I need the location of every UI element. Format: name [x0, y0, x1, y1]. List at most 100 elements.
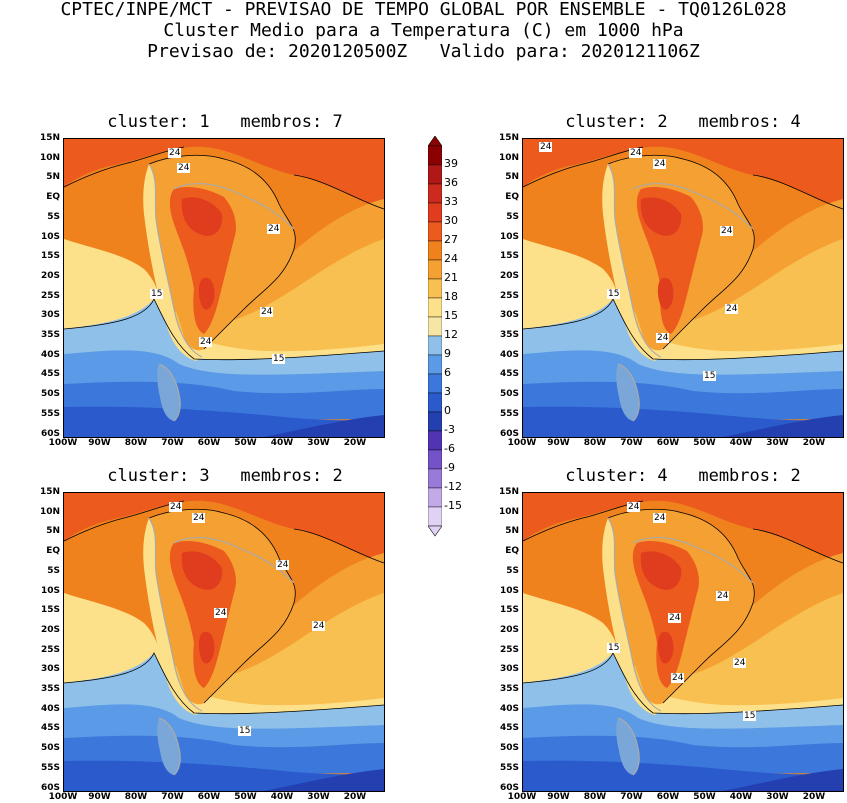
lat-tick-label: 10S	[499, 231, 519, 242]
lat-tick-label: 55S	[40, 762, 60, 773]
lat-tick-label: 30S	[40, 664, 60, 675]
patagonia	[616, 364, 640, 421]
contour-label: 15	[607, 289, 621, 299]
figure-title: CPTEC/INPE/MCT - PREVISAO DE TEMPO GLOBA…	[60, 0, 787, 20]
andes-cool	[602, 164, 661, 361]
colorbar-label: 30	[444, 214, 458, 227]
field-27-30	[523, 139, 843, 209]
lon-tick-label: 50W	[693, 792, 716, 802]
lon-tick-label: 70W	[161, 438, 184, 448]
colorbar-segment	[427, 145, 443, 166]
lon-tick-label: 80W	[583, 792, 607, 802]
field-0-3	[264, 769, 384, 791]
lat-tick-label: EQ	[46, 546, 60, 557]
lon-tick-label: 80W	[124, 438, 148, 448]
figure-subtitle: Cluster Medio para a Temperatura (C) em …	[163, 20, 684, 41]
contour-label: 24	[276, 560, 290, 570]
field-0-3	[723, 415, 843, 437]
lon-tick-label: 80W	[583, 438, 607, 448]
colorbar-segment	[427, 449, 443, 470]
colorbar-segment	[427, 468, 443, 489]
colorbar-label: 18	[444, 290, 458, 303]
lon-tick-label: 60W	[656, 792, 680, 802]
lat-tick-label: 50S	[40, 743, 60, 754]
contour-label: 24	[312, 621, 326, 631]
colorbar-segment	[427, 354, 443, 375]
lat-tick-label: 5N	[46, 172, 60, 183]
lon-tick-label: 30W	[307, 792, 330, 802]
colorbar-label: 3	[444, 385, 451, 398]
contour-label: 24	[668, 613, 682, 623]
lon-tick-label: 100W	[507, 438, 537, 448]
contour-label: 24	[671, 673, 685, 683]
andes-cool	[143, 164, 202, 361]
colorbar-segment	[427, 297, 443, 318]
land-30-33	[181, 551, 223, 590]
andes-cool	[602, 518, 661, 715]
lon-tick-label: 30W	[766, 792, 789, 802]
colorbar-segment	[427, 240, 443, 261]
lon-tick-label: 70W	[620, 792, 643, 802]
lon-tick-label: 70W	[620, 438, 643, 448]
colorbar	[427, 135, 443, 580]
contour-label: 15	[238, 726, 252, 736]
panel-title-1: cluster: 1 membros: 7	[107, 112, 343, 132]
field-27-30	[523, 493, 843, 563]
land-30-33b	[198, 277, 215, 310]
lon-tick-label: 50W	[693, 438, 716, 448]
colorbar-label: 12	[444, 328, 458, 341]
colorbar-segment	[427, 316, 443, 337]
lat-tick-label: 5N	[505, 172, 519, 183]
lat-tick-label: 45S	[40, 369, 60, 380]
contour-line-0	[523, 298, 843, 361]
lon-tick-label: 100W	[507, 792, 537, 802]
lon-tick-label: 40W	[729, 438, 753, 448]
contour-label: 24	[725, 304, 739, 314]
lon-tick-label: 60W	[656, 438, 680, 448]
lon-tick-label: 40W	[270, 438, 294, 448]
lat-tick-label: 30S	[499, 310, 519, 321]
lon-tick-label: 60W	[197, 792, 221, 802]
lon-tick-label: 70W	[161, 792, 184, 802]
lat-tick-label: 10S	[499, 585, 519, 596]
lat-tick-label: 25S	[40, 290, 60, 301]
lat-tick-label: 15S	[40, 605, 60, 616]
lat-tick-label: EQ	[505, 192, 519, 203]
contour-label: 24	[177, 163, 191, 173]
lat-tick-label: 15N	[498, 133, 519, 143]
colorbar-label: -6	[444, 442, 455, 455]
lat-tick-label: EQ	[46, 192, 60, 203]
lat-tick-label: 50S	[40, 389, 60, 400]
land-30-33	[181, 197, 223, 236]
colorbar-segment	[427, 202, 443, 223]
colorbar-segment	[427, 506, 443, 527]
colorbar-top-arrow	[427, 135, 443, 147]
contour-label: 24	[214, 608, 228, 618]
andes-cool	[143, 518, 202, 715]
contour-line-3	[752, 174, 843, 210]
colorbar-label: 27	[444, 233, 458, 246]
contour-label: 24	[720, 226, 734, 236]
contour-line-2	[64, 146, 185, 188]
temperature-field	[64, 493, 384, 791]
colorbar-label: 21	[444, 271, 458, 284]
lat-tick-label: 15N	[498, 487, 519, 497]
temperature-field	[523, 139, 843, 437]
contour-label: 24	[169, 502, 183, 512]
lat-tick-label: 45S	[499, 369, 519, 380]
contour-label: 15	[743, 711, 757, 721]
lon-tick-label: 90W	[547, 438, 570, 448]
colorbar-segment	[427, 221, 443, 242]
forecast-dates: Previsao de: 2020120500Z Valido para: 20…	[147, 41, 700, 62]
contour-label: 15	[150, 289, 164, 299]
coastline	[607, 517, 754, 776]
lat-tick-label: 30S	[499, 664, 519, 675]
lon-tick-label: 40W	[729, 792, 753, 802]
colorbar-label: 15	[444, 309, 458, 322]
patagonia	[157, 718, 181, 775]
map-panel-4: 24 24 24 24 15 24 24 15	[522, 492, 844, 792]
colorbar-label: 36	[444, 176, 458, 189]
lat-tick-label: 35S	[40, 684, 60, 694]
colorbar-label: 6	[444, 366, 451, 379]
contour-line-0	[64, 652, 384, 715]
